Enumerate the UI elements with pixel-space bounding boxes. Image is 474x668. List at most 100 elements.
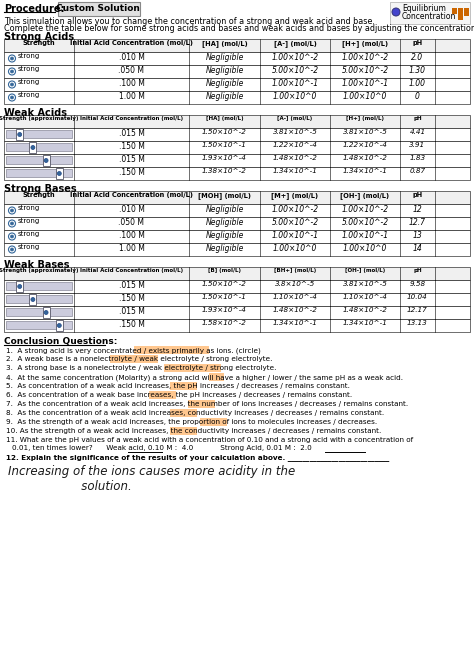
- Circle shape: [10, 83, 13, 86]
- Text: 1.50×10^-1: 1.50×10^-1: [202, 142, 247, 148]
- Circle shape: [9, 233, 16, 240]
- Text: 5.00×10^-2: 5.00×10^-2: [272, 66, 319, 75]
- Bar: [4, 267, 470, 280]
- Text: 4.41: 4.41: [410, 129, 426, 135]
- Text: .015 M: .015 M: [118, 155, 145, 164]
- Text: [H+] (mol/L): [H+] (mol/L): [346, 116, 384, 121]
- Text: 1.00×10^0: 1.00×10^0: [273, 244, 317, 253]
- Circle shape: [9, 207, 16, 214]
- Bar: [6, 295, 72, 303]
- Text: [MOH] (mol/L): [MOH] (mol/L): [198, 192, 251, 199]
- Text: Increasing of the ions causes more acidity in the: Increasing of the ions causes more acidi…: [8, 465, 295, 478]
- Text: strong: strong: [18, 244, 40, 250]
- Text: 1.00×10^-2: 1.00×10^-2: [341, 53, 389, 62]
- Text: .050 M: .050 M: [118, 66, 145, 75]
- Bar: [464, 8, 469, 16]
- Bar: [6, 143, 72, 151]
- Text: 12.17: 12.17: [407, 307, 428, 313]
- Bar: [4, 293, 470, 306]
- Bar: [110, 355, 158, 363]
- Bar: [164, 364, 220, 371]
- Text: Negligible: Negligible: [205, 53, 244, 62]
- Bar: [6, 130, 72, 138]
- Text: [OH-] (mol/L): [OH-] (mol/L): [340, 192, 390, 199]
- Text: .150 M: .150 M: [118, 320, 145, 329]
- Bar: [29, 294, 36, 305]
- Bar: [170, 409, 197, 417]
- Text: 3.81×10^-5: 3.81×10^-5: [343, 129, 387, 135]
- Text: [H+] (mol/L): [H+] (mol/L): [342, 40, 388, 47]
- Bar: [43, 155, 50, 166]
- Bar: [4, 217, 470, 230]
- Text: 0.01, ten times lower?      Weak acid, 0.10 M :  4.0            Strong Acid, 0.0: 0.01, ten times lower? Weak acid, 0.10 M…: [12, 445, 312, 451]
- Text: 1.00×10^0: 1.00×10^0: [343, 244, 387, 253]
- Bar: [4, 167, 470, 180]
- Bar: [4, 78, 470, 91]
- Text: [M+] (mol/L): [M+] (mol/L): [272, 192, 319, 199]
- Circle shape: [392, 8, 400, 16]
- Bar: [4, 306, 470, 319]
- Text: [HA] (mol/L): [HA] (mol/L): [206, 116, 243, 121]
- Text: 10. As the strength of a weak acid increases, the conductivity increases / decre: 10. As the strength of a weak acid incre…: [6, 428, 381, 434]
- Circle shape: [10, 57, 13, 60]
- Text: 5.00×10^-2: 5.00×10^-2: [341, 66, 389, 75]
- Circle shape: [10, 235, 13, 238]
- Text: 1.50×10^-2: 1.50×10^-2: [202, 129, 247, 135]
- Circle shape: [10, 222, 13, 225]
- Text: Equilibrium: Equilibrium: [402, 4, 446, 13]
- Text: [A-] (mol/L): [A-] (mol/L): [273, 40, 317, 47]
- Text: 1.00 M: 1.00 M: [118, 244, 145, 253]
- Text: 7.  As the concentration of a weak acid increases, the number of ions increases : 7. As the concentration of a weak acid i…: [6, 401, 408, 407]
- Text: 1.30: 1.30: [409, 66, 426, 75]
- Text: 1.  A strong acid is very concentrated / exists primarily as ions. (circle): 1. A strong acid is very concentrated / …: [6, 347, 261, 353]
- Text: 9.  As the strength of a weak acid increases, the proportion of ions to molecule: 9. As the strength of a weak acid increa…: [6, 419, 377, 425]
- Text: 13.13: 13.13: [407, 320, 428, 326]
- Text: 1.50×10^-1: 1.50×10^-1: [202, 294, 247, 300]
- Text: 8.  As the concentration of a weak acid increases, conductivity increases / decr: 8. As the concentration of a weak acid i…: [6, 410, 384, 416]
- Text: 0.87: 0.87: [410, 168, 426, 174]
- Text: strong: strong: [18, 53, 40, 59]
- Text: 1.22×10^-4: 1.22×10^-4: [273, 142, 318, 148]
- Bar: [4, 115, 470, 128]
- Bar: [4, 191, 470, 204]
- Text: 1.10×10^-4: 1.10×10^-4: [343, 294, 387, 300]
- Bar: [170, 427, 197, 434]
- Text: 1.34×10^-1: 1.34×10^-1: [343, 168, 387, 174]
- Text: Conclusion Questions:: Conclusion Questions:: [4, 337, 118, 346]
- Text: Strong Acids: Strong Acids: [4, 32, 74, 42]
- Text: .010 M: .010 M: [118, 53, 145, 62]
- Text: 1.58×10^-2: 1.58×10^-2: [202, 320, 247, 326]
- Text: 3.8×10^-5: 3.8×10^-5: [275, 281, 315, 287]
- Text: 1.93×10^-4: 1.93×10^-4: [202, 155, 247, 161]
- Text: This simulation allows you to change the concentration of a strong and weak acid: This simulation allows you to change the…: [4, 17, 375, 26]
- Text: Strength: Strength: [23, 192, 55, 198]
- Bar: [4, 65, 470, 78]
- Bar: [6, 321, 72, 329]
- Text: strong: strong: [18, 66, 40, 72]
- Text: Weak Bases: Weak Bases: [4, 260, 70, 270]
- Bar: [6, 282, 72, 290]
- Bar: [200, 418, 227, 426]
- Text: 1.34×10^-1: 1.34×10^-1: [273, 168, 318, 174]
- Bar: [4, 52, 470, 65]
- Text: [A-] (mol/L): [A-] (mol/L): [277, 116, 313, 121]
- Bar: [390, 2, 470, 24]
- Text: 1.38×10^-2: 1.38×10^-2: [202, 168, 247, 174]
- Text: Strength (approximately): Strength (approximately): [0, 116, 79, 121]
- Circle shape: [9, 68, 16, 75]
- Text: 1.48×10^-2: 1.48×10^-2: [343, 155, 387, 161]
- Bar: [4, 39, 470, 52]
- Text: strong: strong: [18, 218, 40, 224]
- Text: 3.  A strong base is a nonelectrolyte / weak electrolyte / strong electrolyte.: 3. A strong base is a nonelectrolyte / w…: [6, 365, 276, 371]
- Text: 12: 12: [413, 205, 422, 214]
- Text: [HA] (mol/L): [HA] (mol/L): [201, 40, 247, 47]
- Bar: [16, 129, 23, 140]
- Text: 1.48×10^-2: 1.48×10^-2: [343, 307, 387, 313]
- Text: pH: pH: [413, 268, 422, 273]
- Text: 9.58: 9.58: [410, 281, 426, 287]
- Text: 1.50×10^-2: 1.50×10^-2: [202, 281, 247, 287]
- Text: .150 M: .150 M: [118, 168, 145, 177]
- Text: .015 M: .015 M: [118, 307, 145, 316]
- Text: 1.10×10^-4: 1.10×10^-4: [273, 294, 318, 300]
- Circle shape: [9, 55, 16, 62]
